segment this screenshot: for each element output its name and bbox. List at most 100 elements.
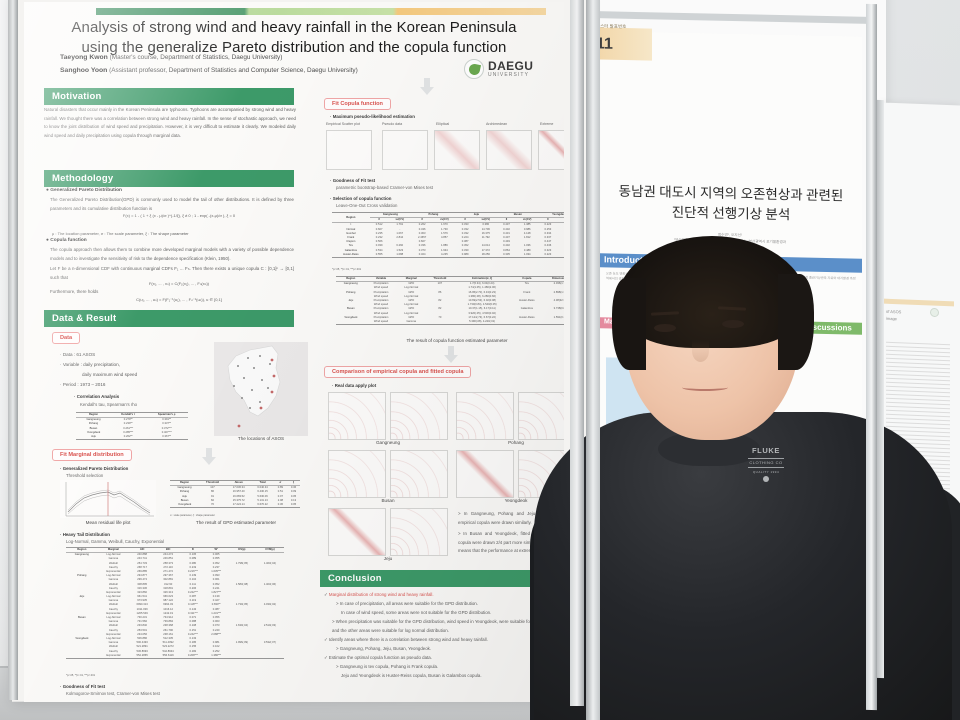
table-cell: 18.256 [474,252,498,258]
table-cell: 0.337 [544,235,552,239]
table-header-cell: xv(CV) [557,217,564,224]
gof-sub-left: Kolmogorov-Smirnov test, Cramer-von Mise… [66,691,160,696]
table-cell: 556.6119 [155,653,182,659]
table-cell: 2.898(1.30) [553,290,564,294]
data-bullet-0: · Data : 61 ASOS [60,352,96,357]
table-row: Wind speed Gamma 5.390(.08), 4.220(.01) [336,319,564,326]
table-cell: 0.432 [503,244,510,248]
table-cell: 1.034 [515,252,539,258]
table-header-cell: xv(CV) [433,217,456,224]
selection-sub: Leave-One-Out Cross validation [336,203,398,208]
author-1-name: Taeyong Kwon [60,54,108,61]
table-cell: 1.403(.06) [263,582,277,586]
methodology-item-1-text: The Generalized Pareto Distribution(GPD)… [50,197,294,211]
table-cell: 1016.12 [163,607,174,611]
comparison-note-1: > In Gangneung, Pohang and Jeju, fitted … [458,511,564,525]
mrl-curve [60,480,156,518]
copula-parameter-caption: The result of copula function estimated … [406,338,508,343]
table-row: Busan Log-Normal 730.231 734.912 0.071 0.056 [66,616,284,620]
table-cell: Log-Normal [106,553,121,557]
board-number-caption: 포스터 발표번호 [596,23,627,30]
table-cell: Wind speed [373,294,389,298]
table-cell: 0.437 [503,235,510,239]
table-cell: 0.155 [189,645,197,649]
table-cell: 323.860 [137,590,148,594]
table-header-cell: Jeju [455,211,498,219]
table-cell: 308.895 [137,582,148,586]
table-cell: 86 [211,490,215,494]
table-cell: Busan [77,616,86,619]
table-cell: Galambos [344,248,357,252]
comparison-label-busan: Busan [381,498,395,503]
table-cell: Wind speed [373,303,389,307]
table-cell: 0.216*** [187,569,198,573]
table-cell: 0.391** [162,418,172,422]
table-cell: 1.827*** [211,590,222,594]
table-cell: 0.186 [189,641,197,645]
table-cell: 0.052 [212,582,220,586]
table-cell: 0.080 [189,561,197,565]
table-row: Wind speed Log-Normal 1.74(1.05), 1.480(2.… [336,286,564,290]
comparison-sub: · Real data apply plot [332,383,377,388]
heavy-tail-title: · Heavy Tail Distribution [60,532,110,537]
table-cell: 14.706 [481,227,490,231]
table-cell: Weibull [108,582,118,586]
archimedean-copula-plot [486,130,532,170]
table-cell: 3.920(.05), 4.530(0.02) [468,311,496,315]
plot-label-archimedean: Archimedean [486,122,508,126]
table-cell: 523.2272 [162,645,174,649]
table-cell: 0.555 [369,252,389,258]
table-cell: 0.108 [189,624,197,628]
table-cell: Gamma [108,641,119,645]
correlation-table-body: Gangneung 0.279** 0.391** Pohang 0.239** 0.33… [76,418,188,441]
table-row: Huster-Reiss 0.555 1.088 0.324 4.235 0.989 18.… [332,252,564,258]
table-cell: 17.124(.73), 6.67(0.22) [468,315,496,319]
copula-selection-header: RegionGangneungPohangJejuBusanYeongdeokθ… [332,211,564,224]
table-cell: 107 [437,282,443,286]
poster-title-line2: using the generalize Pareto distribution… [81,39,507,57]
table-cell: 1.523 [396,248,404,252]
table-cell: GPD [408,298,415,302]
table-cell: 0.387 [461,240,469,244]
table-cell: 512.335 [163,636,174,640]
table-cell: Precipitation [373,298,389,302]
board-number-tag: 포스터 발표번호 11 [594,23,652,61]
table-row: Gamma 973.935 987.122 0.119 0.427 [66,599,284,603]
table-cell: 2.844 [396,235,404,239]
table-cell: 0.36 [273,502,287,509]
table-cell: 107 [210,486,215,490]
table-cell: Tev [524,282,529,286]
table-cell: 318.891 [163,586,174,590]
table-cell [543,319,564,326]
table-cell: 0.981 [212,641,220,645]
pill-fit-copula: Fit Copula function [324,98,391,110]
author-1-affiliation: (Master's course, Department of Statisti… [109,54,283,61]
table-cell: 1.7(6.34), 6.04(0.24) [469,282,495,286]
gpd-table-footnote: σ : scale parameter, ξ : shape parameter [170,514,215,517]
table-row: Gangneung 107 17.036.34 6.040.34 0.89 0.36 [170,486,300,491]
table-cell: 1.74(1.05), 1.480(2.06) [468,286,496,290]
methodology-formula-2: F(x₁, ... , xₙ) = C(F₁(x₁), ... , Fₙ(xₙ)… [148,281,210,286]
table-cell: 0.235 [375,231,383,235]
far-right-board-frame [876,99,884,679]
table-cell [227,653,256,659]
table-cell: Precipitation [373,282,389,286]
table-header-row: RegionGangneungPohangJejuBusanYeongdeok [332,211,564,224]
table-cell: GPD [408,307,415,311]
table-cell: 0.119 [189,599,197,603]
table-cell: 1.730 [441,227,448,231]
table-cell: 0.303 [418,231,426,235]
table-cell: 6.260 [396,244,404,248]
table-cell: 0.311*** [187,611,198,615]
table-cell: GPD [408,290,415,294]
logo-sub: UNIVERSITY [488,72,530,78]
table-cell: 233.840 [137,624,148,628]
heavy-tail-table: Region Marginal AIC BIC D W² KS(p) CVM(p… [66,546,284,659]
table-cell: 6.430.15 [257,490,268,494]
comparison-label-gangneung: Gangneung [375,440,400,445]
table-cell: 297.367 [163,574,174,578]
methodology-formula-1: F(x) = 1 - ( 1 + ξ (x - μ)/σ )^(-1/ξ), ξ… [122,213,236,218]
table-cell: 271.472 [163,569,174,573]
table-row: Gamma 500.4493 511.4092 0.186 0.981 1.996(.09… [66,641,284,645]
